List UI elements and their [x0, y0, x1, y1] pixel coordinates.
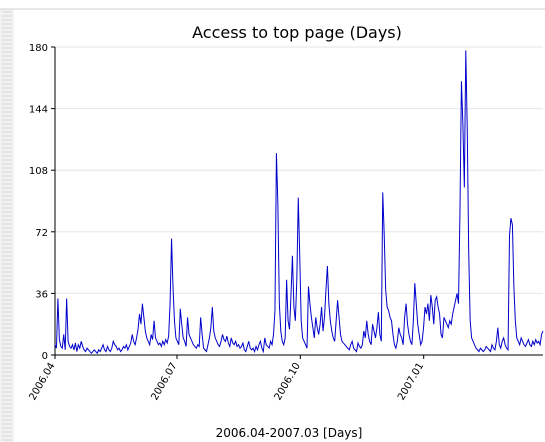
axes [54, 47, 543, 356]
top-border [0, 0, 545, 9]
y-tick-label: 72 [35, 228, 48, 239]
y-tick-label: 108 [29, 166, 48, 177]
x-tick-label: 2006.04 [27, 361, 57, 402]
series-line [54, 50, 544, 355]
y-tick-label: 180 [29, 43, 48, 54]
grid-lines [55, 46, 543, 294]
y-tick-label: 144 [29, 105, 48, 116]
x-axis-ticks: 2006.04 2006.07 2006.10 2007.01 [27, 355, 426, 402]
chart-title: Access to top page (Days) [192, 23, 402, 42]
y-tick-label: 36 [35, 289, 48, 300]
y-axis-ticks: 0 36 72 108 144 180 [29, 43, 55, 362]
x-axis-label: 2006.04-2007.03 [Days] [216, 426, 363, 440]
series-lines [54, 50, 544, 355]
y-tick-label: 0 [42, 351, 48, 362]
x-tick-label: 2006.07 [149, 361, 179, 402]
x-tick-label: 2006.10 [273, 361, 303, 402]
x-tick-label: 2007.01 [396, 361, 426, 402]
